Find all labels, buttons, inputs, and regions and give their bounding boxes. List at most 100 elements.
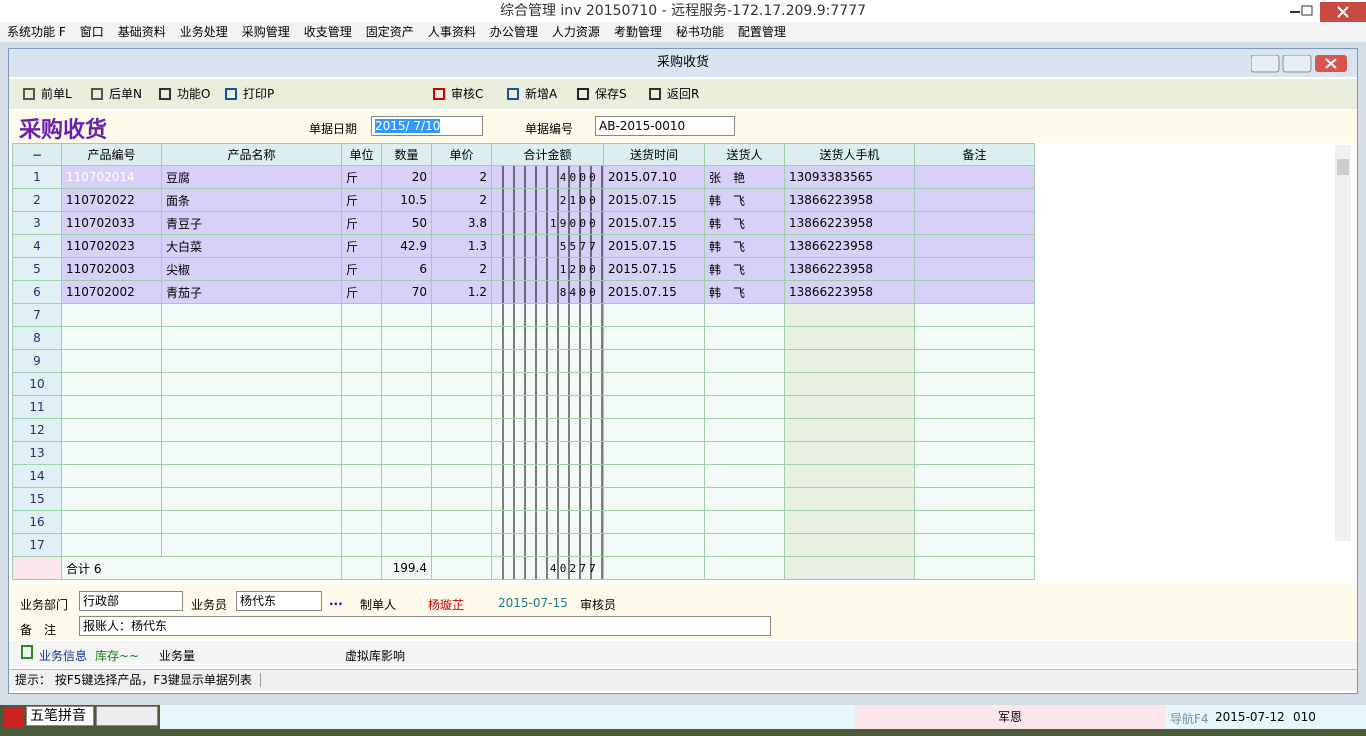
menu-item[interactable]: 基础资料 — [117, 25, 166, 39]
cell: 15 — [12, 487, 62, 511]
cell — [914, 487, 1035, 511]
toolbar-button[interactable]: 打印P — [243, 87, 275, 101]
total-cell: 合计 6 — [61, 556, 342, 580]
cell: 面条 — [161, 188, 342, 212]
menu-item[interactable]: 固定资产 — [365, 25, 414, 39]
ime-name[interactable]: 五笔拼音 — [26, 706, 94, 726]
menu-item[interactable]: 系统功能 F — [7, 25, 66, 39]
empty-row[interactable]: 11 — [12, 395, 1035, 419]
toolbar-button[interactable]: 返回R — [667, 87, 700, 101]
cell: 2 — [12, 188, 62, 212]
cell: 2100 — [491, 188, 604, 212]
menu-item[interactable]: 人力资源 — [551, 25, 600, 39]
empty-row[interactable]: 7 — [12, 303, 1035, 327]
cell: 斤 — [341, 165, 382, 189]
cell — [431, 349, 492, 373]
toolbar: 前单L 后单N 功能O 打印P 审核C 新增A 保存S 返回R — [9, 79, 1357, 109]
data-row[interactable]: 6 110702002 青茄子斤 70 1.2 8400 2015.07.15 韩 飞 1386… — [12, 280, 1035, 304]
cell: 2015.07.15 — [603, 211, 705, 235]
window-controls[interactable] — [1290, 2, 1366, 22]
cell — [381, 441, 432, 465]
cell: 13866223958 — [784, 211, 915, 235]
menu-item[interactable]: 业务处理 — [179, 25, 228, 39]
date-input[interactable]: 2015/ 7/10 — [371, 116, 483, 136]
ime-tools[interactable] — [96, 706, 158, 726]
number-input[interactable]: AB-2015-0010 — [595, 116, 735, 136]
empty-row[interactable]: 10 — [12, 372, 1035, 396]
empty-row[interactable]: 13 — [12, 441, 1035, 465]
tab[interactable]: 业务量 — [159, 649, 196, 663]
cell: 张 艳 — [704, 165, 785, 189]
menu-item[interactable]: 秘书功能 — [675, 25, 724, 39]
cell — [381, 533, 432, 557]
staff-input[interactable]: 杨代东 — [236, 591, 322, 611]
cell — [704, 464, 785, 488]
data-row[interactable]: 3 110702033 青豆子斤 50 3.8 19000 2015.07.15 韩 飞 138… — [12, 211, 1035, 235]
empty-row[interactable]: 17 — [12, 533, 1035, 557]
staff-label: 业务员 — [191, 598, 228, 612]
menu-item[interactable]: 窗口 — [79, 25, 104, 39]
user: 军恩 — [855, 705, 1165, 729]
toolbar-button[interactable]: 前单L — [41, 87, 72, 101]
menu-item[interactable]: 配置管理 — [737, 25, 786, 39]
cell — [341, 487, 382, 511]
cell — [61, 395, 162, 419]
nav[interactable]: 导航F4 — [1170, 712, 1209, 726]
cell: 7 — [12, 303, 62, 327]
ime-icon[interactable] — [4, 707, 24, 727]
tab[interactable]: 业务信息 — [39, 649, 88, 663]
cell — [603, 510, 705, 534]
menu-item[interactable]: 考勤管理 — [613, 25, 662, 39]
data-row[interactable]: 1 110702014 豆腐斤 20 2 4000 2015.07.10 张 艳 1309338… — [12, 165, 1035, 189]
menu-item[interactable]: 采购管理 — [241, 25, 290, 39]
cell — [381, 372, 432, 396]
form-header: 采购收货 单据日期 2015/ 7/10 单据编号 AB-2015-0010 — [9, 111, 1357, 143]
column-header: 产品名称 — [161, 143, 342, 166]
note-input[interactable]: 报账人：杨代东 — [79, 616, 771, 636]
toolbar-button[interactable]: 后单N — [109, 87, 142, 101]
toolbar-button[interactable]: 功能O — [177, 87, 211, 101]
cell — [704, 533, 785, 557]
toolbar-icon — [433, 88, 445, 100]
cell: 4000 — [491, 165, 604, 189]
data-row[interactable]: 2 110702022 面条斤 10.5 2 2100 2015.07.15 韩 飞 13866… — [12, 188, 1035, 212]
cell: 斤 — [341, 188, 382, 212]
tab[interactable]: 虚拟库影响 — [345, 649, 406, 663]
data-row[interactable]: 4 110702023 大白菜斤 42.9 1.3 5577 2015.07.15 韩 飞 13… — [12, 234, 1035, 258]
total-cell — [704, 556, 785, 580]
empty-row[interactable]: 16 — [12, 510, 1035, 534]
cell: 斤 — [341, 234, 382, 258]
cell — [431, 441, 492, 465]
menu-item[interactable]: 收支管理 — [303, 25, 352, 39]
tab[interactable]: 库存~~ — [95, 649, 140, 663]
cell — [784, 303, 915, 327]
empty-row[interactable]: 12 — [12, 418, 1035, 442]
empty-row[interactable]: 14 — [12, 464, 1035, 488]
cell — [381, 418, 432, 442]
more-button[interactable]: ... — [329, 594, 343, 608]
toolbar-button[interactable]: 新增A — [525, 87, 558, 101]
menu-item[interactable]: 办公管理 — [489, 25, 538, 39]
cell: 斤 — [341, 211, 382, 235]
cell — [914, 533, 1035, 557]
toolbar-icon — [225, 88, 237, 100]
toolbar-button[interactable]: 保存S — [595, 87, 627, 101]
menu-item[interactable]: 人事资料 — [427, 25, 476, 39]
cell — [603, 372, 705, 396]
cell: 韩 飞 — [704, 234, 785, 258]
toolbar-button[interactable]: 审核C — [451, 87, 484, 101]
empty-row[interactable]: 15 — [12, 487, 1035, 511]
empty-row[interactable]: 8 — [12, 326, 1035, 350]
cell — [491, 326, 604, 350]
scrollbar[interactable] — [1335, 145, 1351, 541]
data-row[interactable]: 5 110702003 尖椒斤 6 2 1200 2015.07.15 韩 飞 13866223… — [12, 257, 1035, 281]
code: 010 — [1293, 710, 1316, 724]
empty-row[interactable]: 9 — [12, 349, 1035, 373]
tab-icon — [21, 645, 33, 659]
cell — [491, 441, 604, 465]
cell: 2015.07.15 — [603, 257, 705, 281]
dept-label: 业务部门 — [20, 598, 69, 612]
child-controls[interactable] — [1251, 55, 1347, 73]
dept-input[interactable]: 行政部 — [79, 591, 183, 611]
child-title: 采购收货 — [9, 49, 1357, 77]
